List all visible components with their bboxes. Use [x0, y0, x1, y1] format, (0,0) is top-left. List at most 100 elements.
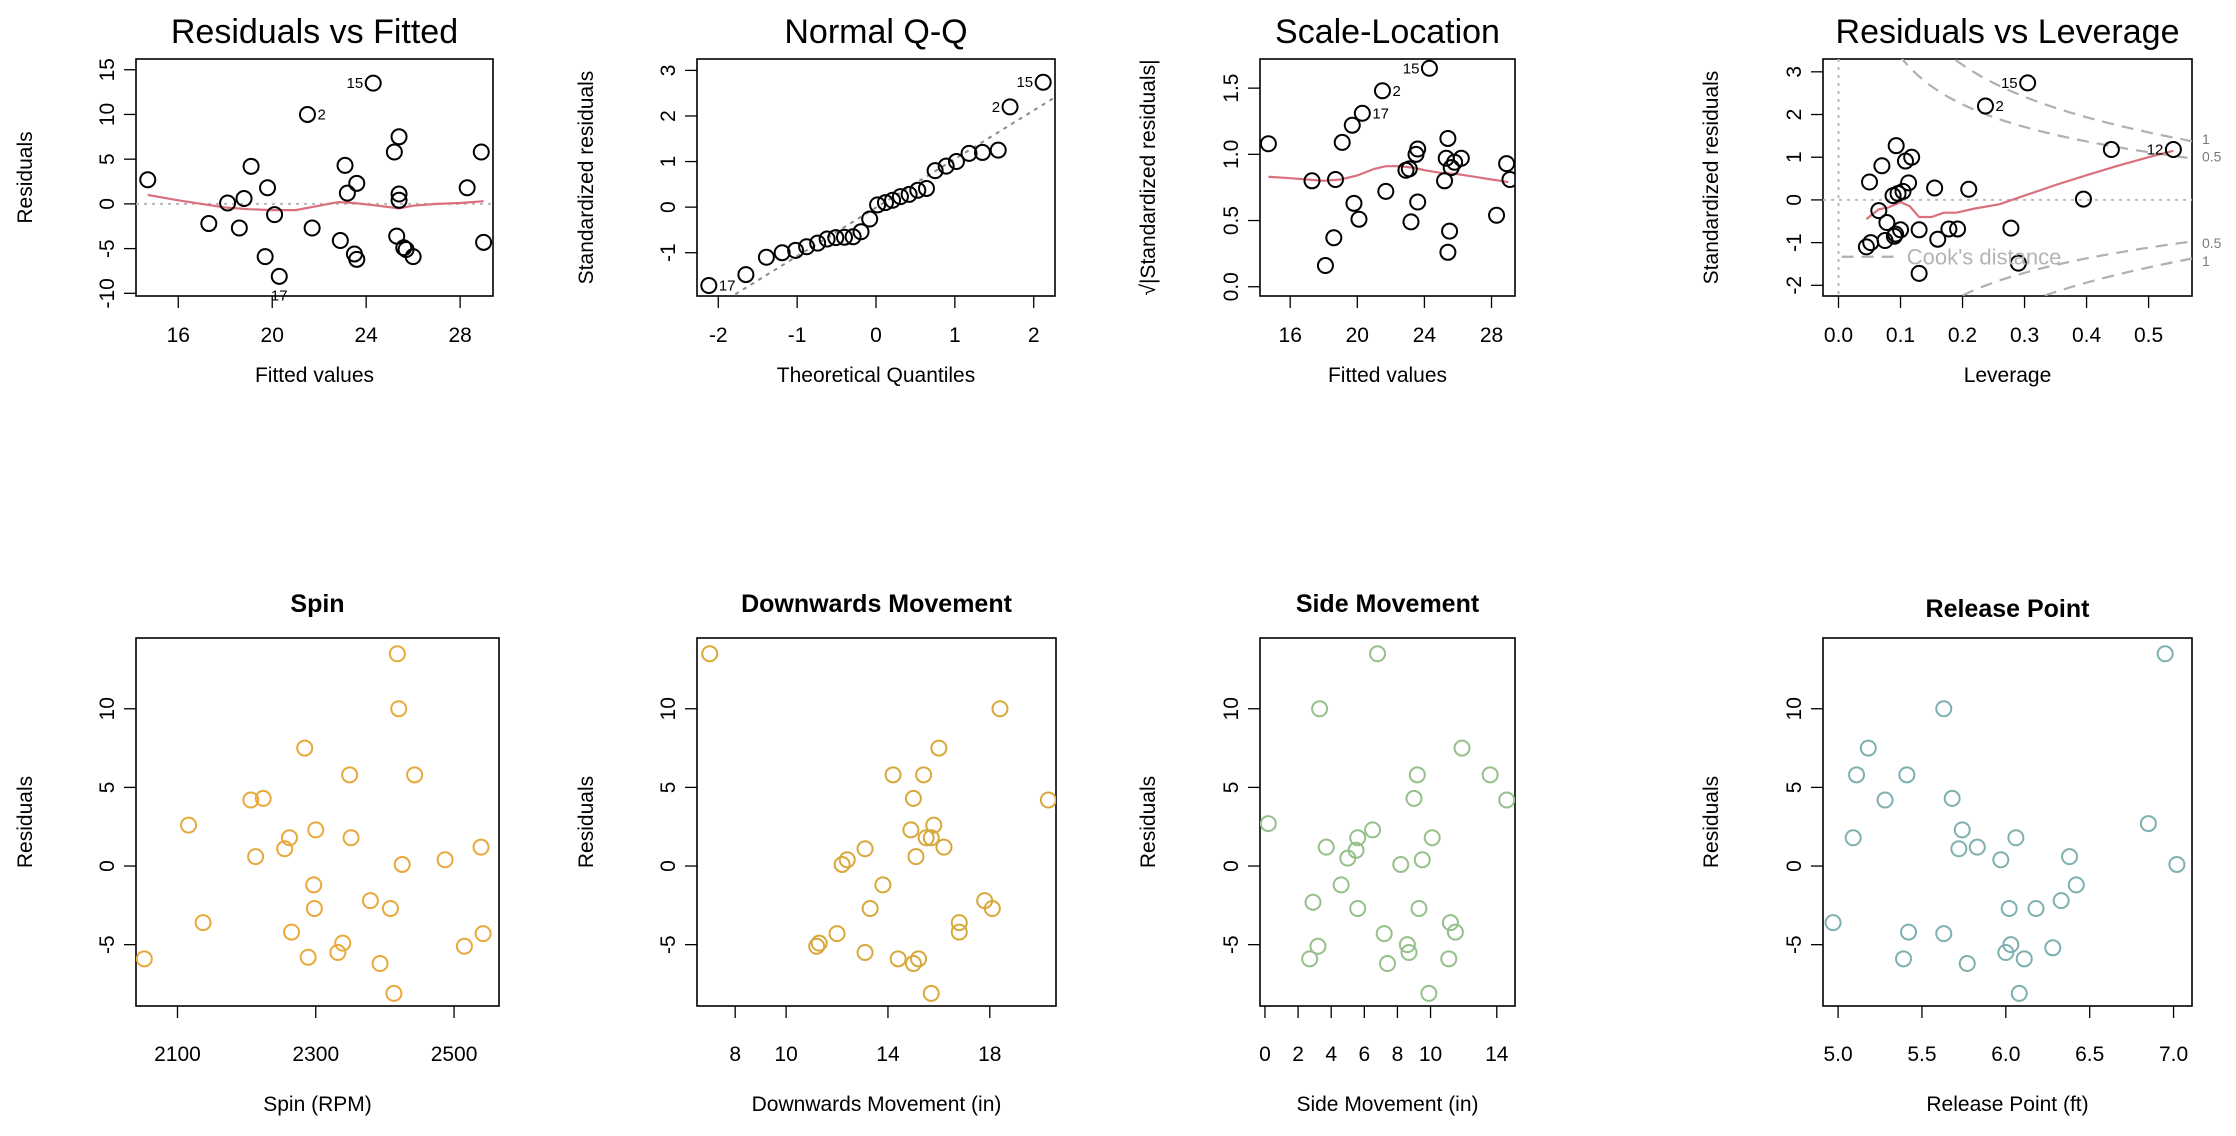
chart-title: Release Point [1926, 595, 2091, 623]
data-point [1935, 925, 1953, 943]
data-point [341, 766, 359, 784]
y-tick-label: 15 [96, 58, 119, 81]
y-tick-label: -1 [657, 243, 680, 262]
data-point [2168, 855, 2186, 873]
data-point [1910, 264, 1928, 282]
data-point [404, 248, 422, 266]
y-tick-label: 0 [96, 860, 119, 872]
data-point [1859, 739, 1877, 757]
panel-8: Release Point 5.0 5.5 6.0 6.5 7.0 -5 0 5 10 Releas… [1700, 595, 2193, 1116]
data-point [869, 196, 887, 214]
data-point [1317, 838, 1335, 856]
data-point [1260, 815, 1277, 833]
point-label: 15 [1403, 60, 1420, 77]
chart-title: Downwards Movement [741, 590, 1013, 618]
data-point [1861, 173, 1879, 191]
data-point [1857, 238, 1875, 256]
cooks-distance-curve [2040, 257, 2192, 296]
y-tick-label: 1.0 [1220, 140, 1243, 169]
y-axis-label: Residuals [14, 776, 37, 868]
data-point [371, 955, 389, 973]
data-point [259, 179, 277, 197]
x-tick-label: 16 [167, 324, 190, 347]
y-tick-label: 0.5 [1220, 206, 1243, 235]
cooks-level-label: 0.5 [2202, 235, 2222, 251]
y-tick-label: 0 [1783, 860, 1806, 872]
plot-frame [1259, 637, 1516, 1007]
data-point [1943, 789, 1961, 807]
data-point [1887, 225, 1905, 243]
data-point [2010, 984, 2028, 1002]
data-point [2044, 939, 2062, 957]
y-tick-label: 5 [1783, 782, 1806, 794]
data-point [983, 899, 1001, 917]
data-point [2000, 899, 2018, 917]
data-point [856, 840, 874, 858]
data-point [902, 821, 920, 839]
data-point [1039, 791, 1056, 809]
smoother-line [1268, 165, 1509, 184]
y-tick-label: 3 [657, 65, 680, 77]
x-tick-label: 0.0 [1824, 324, 1853, 347]
data-point [909, 181, 927, 199]
data-point [1034, 73, 1052, 91]
data-point [700, 277, 718, 295]
data-point [991, 700, 1009, 718]
data-point [388, 645, 406, 663]
data-point [773, 244, 791, 262]
y-axis-label: Standardized residuals [1700, 71, 1723, 285]
x-tick-label: 0.4 [2072, 324, 2102, 347]
data-point [1353, 104, 1371, 122]
data-point [960, 144, 978, 162]
data-point [1910, 221, 1928, 239]
data-point [930, 739, 948, 757]
data-point [737, 266, 755, 284]
x-tick-label: 18 [978, 1043, 1001, 1066]
data-point [283, 923, 301, 941]
data-point [701, 645, 719, 663]
legend-label: Cook's distance [1907, 245, 2062, 270]
chart-title: Side Movement [1296, 590, 1480, 618]
x-tick-label: 2 [1028, 324, 1040, 347]
data-point [925, 816, 943, 834]
plot-frame [1259, 58, 1516, 297]
x-tick-label: 5.0 [1823, 1043, 1852, 1066]
x-tick-label: 20 [1346, 324, 1369, 347]
data-point [1824, 914, 1842, 932]
data-point [922, 984, 940, 1002]
data-point [348, 250, 366, 268]
y-tick-label: 10 [1783, 697, 1806, 720]
data-point [2009, 254, 2027, 272]
data-point [1364, 821, 1382, 839]
data-point [2002, 219, 2020, 237]
data-point [298, 105, 316, 123]
y-tick-label: -5 [1220, 935, 1243, 954]
data-point [307, 821, 325, 839]
data-point [303, 219, 321, 237]
data-point [907, 848, 925, 866]
x-tick-label: 2 [1292, 1043, 1304, 1066]
data-point [361, 892, 379, 910]
x-tick-label: 28 [1480, 324, 1503, 347]
data-point [838, 851, 856, 869]
data-point [1301, 950, 1319, 968]
data-point [1400, 160, 1418, 178]
plot-frame [135, 58, 494, 297]
data-point [904, 789, 922, 807]
panel-4: Residuals vs Leverage 0.0 0.1 0.2 0.3 0.4 0.5 -… [1700, 13, 2222, 387]
y-tick-label: 0 [657, 201, 680, 213]
y-tick-label: 5 [96, 153, 119, 165]
data-point [910, 950, 928, 968]
data-point [381, 899, 399, 917]
data-point [1958, 955, 1976, 973]
data-point [1402, 213, 1420, 231]
data-point [1350, 210, 1368, 228]
data-point [395, 239, 413, 257]
data-point [475, 233, 493, 251]
y-tick-label: 1 [1783, 151, 1806, 163]
data-point [1349, 899, 1367, 917]
y-axis-label: Residuals [1700, 776, 1723, 868]
data-point [947, 153, 965, 171]
data-point [835, 228, 853, 246]
data-point [852, 223, 870, 241]
